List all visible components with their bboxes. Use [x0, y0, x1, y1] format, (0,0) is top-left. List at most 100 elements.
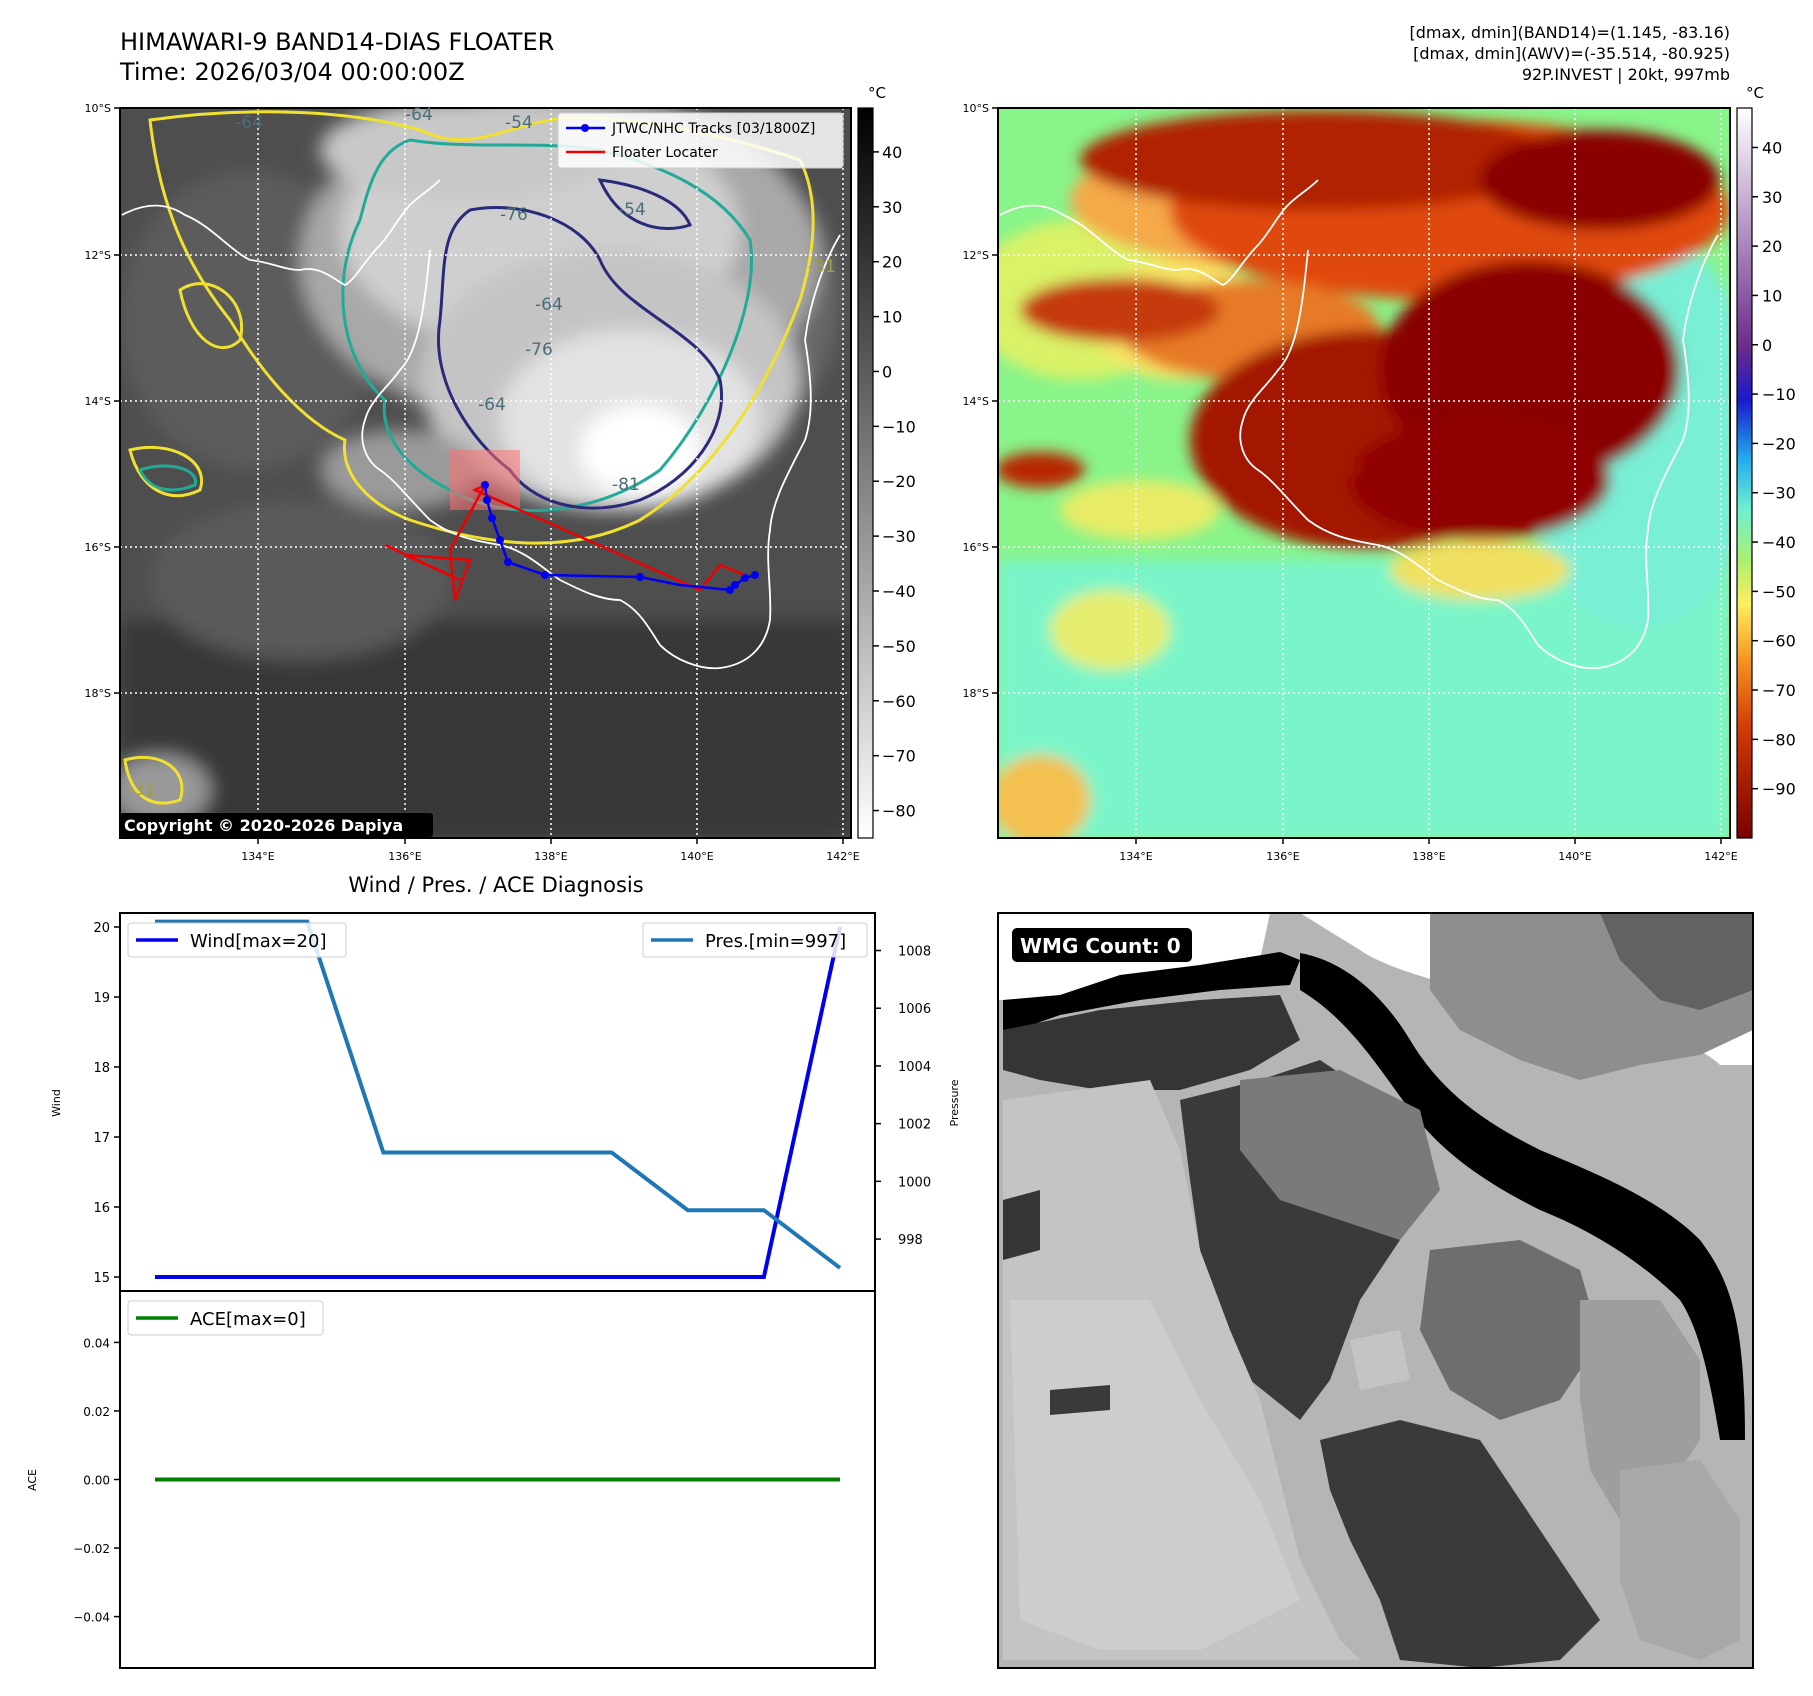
contour-label: -54 — [505, 113, 533, 133]
floater-locater-path — [384, 482, 746, 601]
contour-label: -64 — [535, 295, 563, 315]
awv-colorbar-tick: −50 — [1762, 582, 1796, 601]
ace-legend: ACE[max=0] — [127, 1300, 324, 1336]
band14-coastline — [121, 179, 841, 670]
pressure-tick-label: 1002 — [898, 1118, 931, 1133]
contour-label: -64 — [405, 105, 433, 125]
lat-label-10s: 10°S — [963, 102, 989, 115]
band14-colorbar-tick: 30 — [882, 198, 902, 217]
lon-label-138e: 138°E — [534, 850, 567, 863]
lon-label-136e: 136°E — [388, 850, 421, 863]
lon-label-140e: 140°E — [1558, 850, 1591, 863]
ace-tick-label: −0.02 — [73, 1542, 110, 1556]
pres-legend-label: Pres.[min=997] — [705, 931, 846, 952]
copyright-badge: Copyright © 2020-2026 Dapiya — [124, 816, 403, 835]
wind-tick-label: 19 — [93, 991, 110, 1006]
awv-colorbar-tick: −40 — [1762, 533, 1796, 552]
lon-label-142e: 142°E — [1704, 850, 1737, 863]
awv-colorbar-tick: −20 — [1762, 434, 1796, 453]
awv-colorbar-tick: 0 — [1762, 336, 1772, 355]
contour-label: -54 — [618, 200, 646, 220]
band14-colorbar-tick: −20 — [882, 472, 916, 491]
awv-colorbar: °C 40 30 20 10 0 −10 −20 −30 −40 −50 −60 −70 −80 −90 — [1736, 84, 1796, 839]
pressure-series-line — [155, 919, 842, 1270]
pressure-axis-label: Pressure — [948, 1079, 961, 1126]
awv-colorbar-tick: −10 — [1762, 385, 1796, 404]
contour-label: -76 — [500, 205, 528, 225]
awv-colorbar-tick: −70 — [1762, 681, 1796, 700]
awv-colorbar-tick: −80 — [1762, 730, 1796, 749]
lat-label-14s: 14°S — [963, 395, 989, 408]
wmg-count-badge: WMG Count: 0 — [1020, 934, 1181, 958]
awv-colorbar-tick: −90 — [1762, 780, 1796, 799]
legend-locater-label: Floater Locater — [612, 145, 718, 161]
ace-tick-label: 0.02 — [83, 1405, 110, 1419]
info-awv: [dmax, dmin](AWV)=(-35.514, -80.925) — [1413, 44, 1730, 63]
wind-tick-label: 17 — [93, 1131, 110, 1146]
lat-label-14s: 14°S — [85, 395, 111, 408]
contour-label: -31 — [128, 780, 156, 800]
lon-label-140e: 140°E — [680, 850, 713, 863]
wind-tick-label: 18 — [93, 1061, 110, 1076]
pressure-tick-label: 1000 — [898, 1175, 931, 1190]
band14-map-panel: 10°S 12°S 14°S 16°S 18°S 134°E 136°E 138… — [85, 102, 860, 863]
band14-colorbar-tick: −40 — [882, 582, 916, 601]
figure-title: HIMAWARI-9 BAND14-DIAS FLOATER — [120, 28, 554, 56]
wmg-imagery — [998, 913, 1753, 1668]
legend-track-label: JTWC/NHC Tracks [03/1800Z] — [611, 121, 815, 137]
wmg-panel: WMG Count: 0 — [997, 912, 1754, 1669]
band14-imagery — [120, 108, 851, 838]
awv-coastline — [999, 179, 1719, 670]
band14-colorbar-tick: −30 — [882, 527, 916, 546]
band14-colorbar-unit: °C — [868, 84, 886, 102]
map-legend: JTWC/NHC Tracks [03/1800Z] Floater Locat… — [557, 112, 844, 169]
ace-axis-label: ACE — [26, 1469, 39, 1491]
awv-colorbar-tick: −30 — [1762, 484, 1796, 503]
lat-label-16s: 16°S — [85, 541, 111, 554]
wind-axis-label: Wind — [50, 1089, 63, 1117]
lat-label-16s: 16°S — [963, 541, 989, 554]
awv-colorbar-unit: °C — [1746, 84, 1764, 102]
ace-tick-label: 0.00 — [83, 1474, 110, 1488]
contour-label: -81 — [612, 475, 640, 495]
awv-colorbar-tick: 10 — [1762, 286, 1782, 305]
band14-colorbar-tick: 20 — [882, 253, 902, 272]
lat-label-12s: 12°S — [85, 249, 111, 262]
band14-colorbar-tick: −50 — [882, 637, 916, 656]
lat-label-18s: 18°S — [85, 687, 111, 700]
pressure-tick-label: 1008 — [898, 945, 931, 960]
wind-pres-axes — [119, 912, 876, 1292]
awv-colorbar-tick: 30 — [1762, 188, 1782, 207]
awv-gridlines — [998, 108, 1730, 838]
pressure-tick-label: 1006 — [898, 1002, 931, 1017]
contour-label: -76 — [525, 340, 553, 360]
awv-colorbar-tick: 40 — [1762, 138, 1782, 157]
pressure-tick-label: 998 — [898, 1233, 923, 1248]
contour-label: -64 — [235, 113, 263, 133]
diagnosis-title: Wind / Pres. / ACE Diagnosis — [348, 873, 643, 897]
pressure-tick-label: 1004 — [898, 1060, 931, 1075]
band14-colorbar-tick: 10 — [882, 308, 902, 327]
awv-imagery — [998, 108, 1730, 838]
info-storm: 92P.INVEST | 20kt, 997mb — [1522, 65, 1730, 84]
lon-label-134e: 134°E — [241, 850, 274, 863]
lat-label-18s: 18°S — [963, 687, 989, 700]
lon-label-142e: 142°E — [826, 850, 859, 863]
lon-label-134e: 134°E — [1119, 850, 1152, 863]
band14-colorbar-tick: −70 — [882, 747, 916, 766]
wind-tick-label: 15 — [93, 1271, 110, 1286]
info-band14: [dmax, dmin](BAND14)=(1.145, -83.16) — [1410, 23, 1731, 42]
wind-tick-label: 20 — [93, 921, 110, 936]
lat-label-10s: 10°S — [85, 102, 111, 115]
contour-label: -31 — [808, 257, 836, 277]
lon-label-138e: 138°E — [1412, 850, 1445, 863]
ace-tick-label: −0.04 — [73, 1611, 110, 1625]
figure-time: Time: 2026/03/04 00:00:00Z — [119, 58, 465, 86]
band14-colorbar-tick: 0 — [882, 362, 892, 381]
ace-legend-label: ACE[max=0] — [190, 1309, 306, 1330]
band14-colorbar-tick: −10 — [882, 417, 916, 436]
diagnosis-chart: Wind / Pres. / ACE Diagnosis 20 19 18 17 16 1… — [26, 873, 961, 1669]
awv-map-panel: 10°S 12°S 14°S 16°S 18°S 134°E 136°E 138… — [963, 102, 1738, 863]
awv-colorbar-tick: 20 — [1762, 237, 1782, 256]
